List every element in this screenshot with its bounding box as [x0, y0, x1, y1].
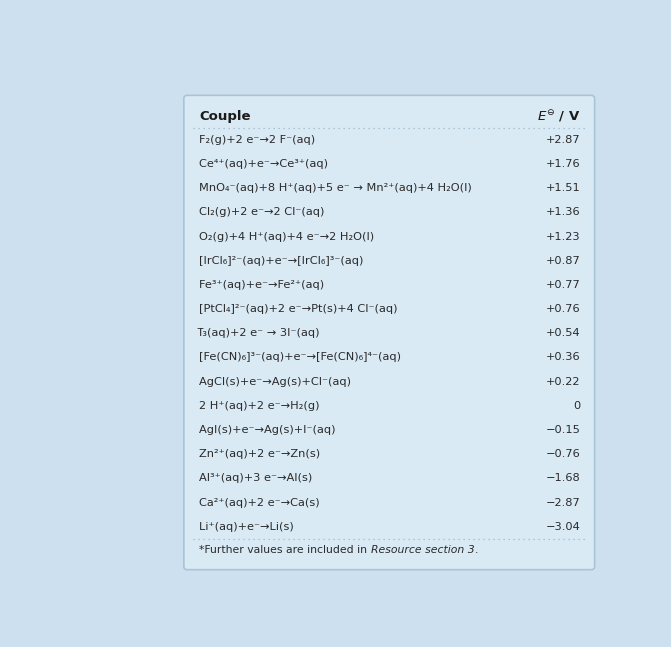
- Text: +2.87: +2.87: [546, 135, 580, 145]
- Text: −2.87: −2.87: [546, 498, 580, 508]
- Text: +0.36: +0.36: [546, 353, 580, 362]
- Text: +1.76: +1.76: [546, 159, 580, 169]
- Text: AgI(s)​+e⁻→​Ag(s)​+I⁻(aq): AgI(s)​+e⁻→​Ag(s)​+I⁻(aq): [199, 425, 336, 435]
- Text: Ce⁴⁺(aq)​+e⁻→​Ce³⁺(aq): Ce⁴⁺(aq)​+e⁻→​Ce³⁺(aq): [199, 159, 328, 169]
- Text: −1.68: −1.68: [546, 474, 580, 483]
- Text: Ca²⁺(aq)​+2 e⁻→​Ca(s): Ca²⁺(aq)​+2 e⁻→​Ca(s): [199, 498, 320, 508]
- Text: [Fe(CN)₆]³⁻(aq)​+e⁻→​[Fe(CN)₆]⁴⁻(aq): [Fe(CN)₆]³⁻(aq)​+e⁻→​[Fe(CN)₆]⁴⁻(aq): [199, 353, 401, 362]
- Text: AgCl(s)​+e⁻→​Ag(s)​+Cl⁻(aq): AgCl(s)​+e⁻→​Ag(s)​+Cl⁻(aq): [199, 377, 352, 387]
- Text: 0: 0: [574, 401, 580, 411]
- Text: +0.54: +0.54: [546, 328, 580, 338]
- Text: Li⁺(aq)​+e⁻→​Li(s): Li⁺(aq)​+e⁻→​Li(s): [199, 521, 294, 532]
- Text: Resource section 3: Resource section 3: [371, 545, 474, 554]
- Text: +0.77: +0.77: [546, 280, 580, 290]
- Text: I̅₃(aq)​+2 e⁻ → 3I⁻(aq): I̅₃(aq)​+2 e⁻ → 3I⁻(aq): [199, 328, 320, 338]
- Text: +0.76: +0.76: [546, 304, 580, 314]
- Text: Cl₂(g)​+2 e⁻→​2 Cl⁻(aq): Cl₂(g)​+2 e⁻→​2 Cl⁻(aq): [199, 207, 325, 217]
- Text: +1.36: +1.36: [546, 207, 580, 217]
- Text: MnO₄⁻(aq)​+8 H⁺(aq)​+5 e⁻ → Mn²⁺(aq)​+4 H₂O(l): MnO₄⁻(aq)​+8 H⁺(aq)​+5 e⁻ → Mn²⁺(aq)​+4 …: [199, 183, 472, 193]
- Text: +0.87: +0.87: [546, 256, 580, 266]
- Text: −0.76: −0.76: [546, 449, 580, 459]
- Text: *Further values are included in: *Further values are included in: [199, 545, 371, 554]
- FancyBboxPatch shape: [184, 95, 595, 569]
- Text: +1.23: +1.23: [546, 232, 580, 241]
- Text: O₂(g)​+4 H⁺(aq)​+4 e⁻→​2 H₂O(l): O₂(g)​+4 H⁺(aq)​+4 e⁻→​2 H₂O(l): [199, 232, 374, 241]
- Text: Couple: Couple: [199, 109, 251, 123]
- Text: Zn²⁺(aq)​+2 e⁻→​Zn(s): Zn²⁺(aq)​+2 e⁻→​Zn(s): [199, 449, 321, 459]
- Text: −3.04: −3.04: [546, 521, 580, 532]
- Text: +1.51: +1.51: [546, 183, 580, 193]
- Text: [PtCl₄]²⁻(aq)​+2 e⁻→​Pt(s)​+4 Cl⁻(aq): [PtCl₄]²⁻(aq)​+2 e⁻→​Pt(s)​+4 Cl⁻(aq): [199, 304, 398, 314]
- Text: [IrCl₆]²⁻(aq)​+e⁻→​[IrCl₆]³⁻(aq): [IrCl₆]²⁻(aq)​+e⁻→​[IrCl₆]³⁻(aq): [199, 256, 364, 266]
- Text: −0.15: −0.15: [546, 425, 580, 435]
- Text: +0.22: +0.22: [546, 377, 580, 387]
- Text: Al³⁺(aq)​+3 e⁻→​Al(s): Al³⁺(aq)​+3 e⁻→​Al(s): [199, 474, 313, 483]
- Text: Fe³⁺(aq)​+e⁻→​Fe²⁺(aq): Fe³⁺(aq)​+e⁻→​Fe²⁺(aq): [199, 280, 325, 290]
- Text: 2 H⁺(aq)​+2 e⁻→​H₂(g): 2 H⁺(aq)​+2 e⁻→​H₂(g): [199, 401, 320, 411]
- Text: $\mathit{E}^{\ominus}$ / V: $\mathit{E}^{\ominus}$ / V: [537, 108, 580, 124]
- Text: .: .: [474, 545, 478, 554]
- Text: F₂(g)​+2 e⁻→​2 F⁻(aq): F₂(g)​+2 e⁻→​2 F⁻(aq): [199, 135, 315, 145]
